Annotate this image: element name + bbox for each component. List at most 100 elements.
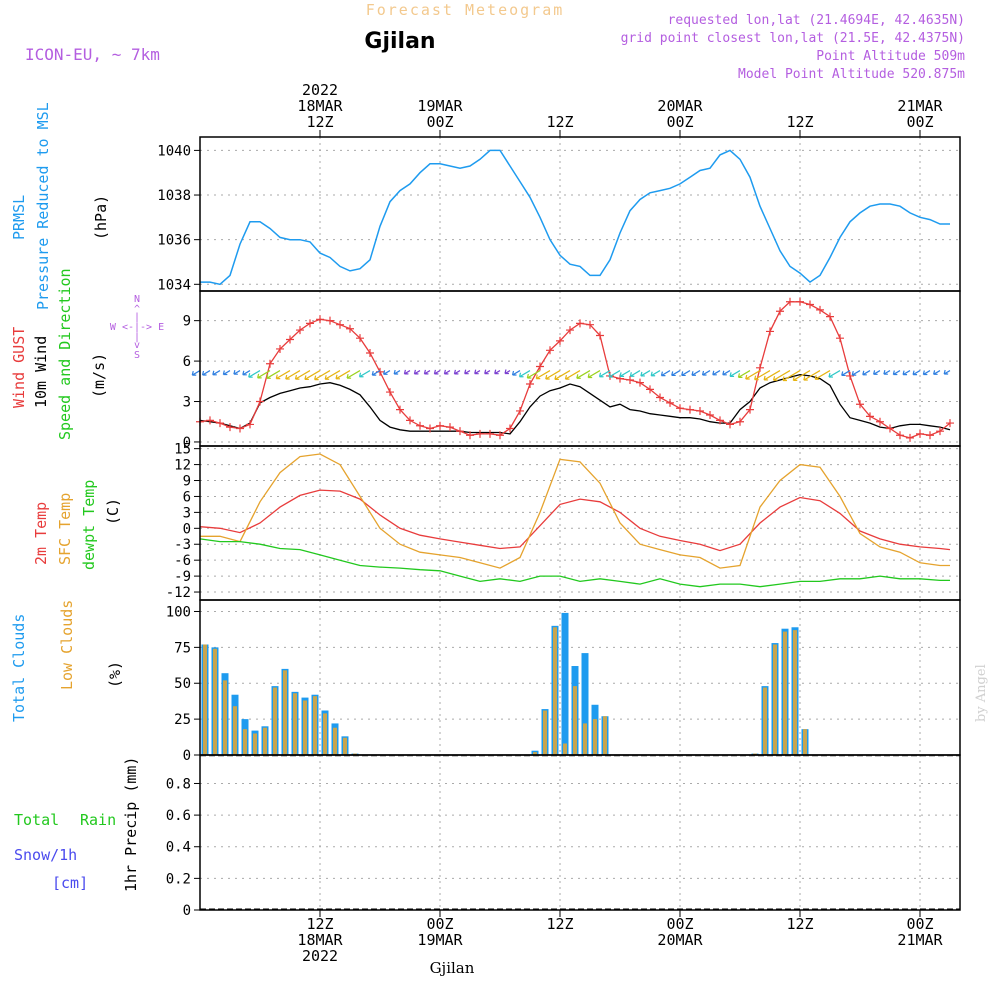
gust-marker [716,416,724,425]
wind-arrow [554,370,571,381]
gust-marker [406,416,414,425]
temp-ytick-label: -9 [174,569,191,585]
wind-arrow [803,370,821,381]
model-label: ICON-EU, ~ 7km [25,45,160,64]
bottom-time-label: 12Z [786,915,813,933]
gust-marker [206,416,214,425]
gust-marker [416,421,424,430]
wind-unit: (m/s) [90,353,108,398]
clouds-label-low: Low Clouds [58,600,76,690]
gust-marker [446,423,454,432]
gust-marker [236,424,244,433]
gust-marker [566,326,574,335]
cloud-low-bar [553,627,557,755]
wind-ytick-label: 3 [183,395,191,411]
wind-arrow [660,370,671,377]
gust-marker [626,375,634,384]
gust-marker [396,405,404,414]
wind-ytick-label: 9 [183,314,191,330]
precip-unit: 1hr Precip (mm) [122,757,140,892]
cloud-low-bar [803,729,807,755]
gust-marker [926,431,934,440]
precip-ytick-label: 0 [183,903,191,919]
closest-coords: grid point closest lon,lat (21.5E, 42.43… [621,31,965,46]
wind-arrow [233,370,241,375]
wind-arrow [474,369,481,375]
cloud-low-bar [603,716,607,755]
top-time-label: 2022 [302,81,338,99]
gust-marker [256,397,264,406]
wind-arrow [763,370,781,381]
wind-arrow [712,370,721,376]
frame-layer [199,136,961,911]
pressure-ytick-label: 1034 [157,277,191,293]
gust-marker [576,319,584,328]
gust-marker [486,429,494,438]
clouds-ytick-label: 100 [166,604,191,620]
wind-arrow [257,370,271,379]
wind-arrow [191,370,201,376]
wind-arrow [242,370,251,376]
pressure-label-msl: Pressure Reduced to MSL [34,102,52,310]
gust-marker [916,429,924,438]
wind-compass: N ^ | W <-|-> E | v S [110,294,164,361]
cloud-low-bar [303,700,307,755]
gust-marker [596,331,604,340]
bottom-time-label: 18MAR [297,931,343,949]
wind-arrow [545,370,561,380]
credit-watermark: by Angel [974,664,989,722]
top-time-label: 12Z [306,113,333,131]
clouds-ytick-label: 75 [174,640,191,656]
wind-arrow [912,370,921,376]
gust-marker [846,371,854,380]
cloud-low-bar [533,752,537,755]
gust-marker [216,419,224,428]
gust-marker [456,427,464,436]
wind-arrow [494,369,501,375]
cloud-low-bar [233,706,237,755]
gust-marker [876,417,884,426]
pressure-label-prmsl: PRMSL [10,195,28,240]
place-title: Gjilan [364,29,435,54]
wind-arrow [266,370,281,379]
cloud-total-bar [581,653,589,755]
wind-arrow [518,370,531,378]
cloud-low-bar [563,743,567,755]
temp-ytick-label: 0 [183,521,191,537]
wind-arrow [335,370,351,380]
precip-label-cm: [cm] [52,874,88,892]
gust-marker [526,380,534,388]
precip-label-total: Total [14,811,59,829]
gust-marker [906,433,914,442]
cloud-low-bar [243,729,247,755]
gust-marker [356,334,364,343]
wind-arrow [892,370,901,376]
cloud-low-bar [543,710,547,755]
gust-marker [496,431,504,440]
gust-marker [266,359,274,368]
temp-unit: (C) [104,498,122,525]
cloud-low-bar [293,693,297,755]
gust-marker [706,411,714,419]
cloud-low-bar [593,719,597,755]
wind-arrow [792,370,811,382]
precip-ytick-label: 0.4 [166,840,191,856]
gust-marker [346,324,354,333]
cloud-low-bar [223,680,227,755]
gust-marker [286,335,294,344]
wind-label-10m: 10m Wind [32,336,50,408]
gust-marker [306,319,314,328]
temp-ytick-label: -3 [174,537,191,553]
wind-arrow [453,369,461,375]
wind-label-direction: Speed and Direction [56,268,74,440]
gust-marker [936,427,944,436]
wind-arrow [413,369,421,375]
wind-arrow [324,370,341,380]
compass-n: N [134,294,140,305]
wind-arrow [629,370,641,377]
gust-marker [826,312,834,321]
cloud-low-bar [203,644,207,755]
temp-ytick-label: 12 [174,458,191,474]
